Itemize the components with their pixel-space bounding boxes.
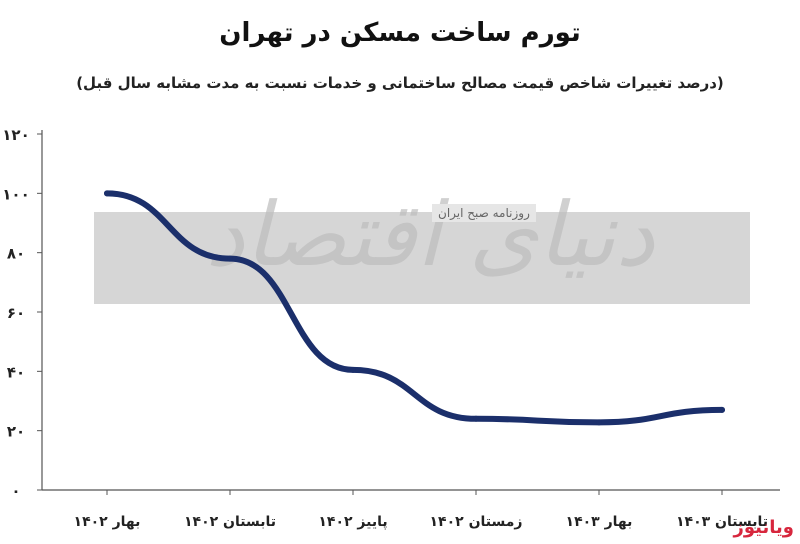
data-point (227, 255, 233, 262)
data-point (596, 419, 602, 426)
publisher-logo: ویانیوز (733, 517, 794, 538)
data-point (473, 415, 479, 422)
x-tick-label: بهار ۱۴۰۳ (566, 514, 633, 530)
y-tick-label: ۰ (11, 482, 20, 500)
watermark-text: دنیای اقتصاد (205, 183, 655, 286)
y-tick-label: ۶۰ (7, 304, 25, 322)
chart-title: تورم ساخت مسکن در تهران (219, 18, 581, 48)
x-tick-label: تابستان ۱۴۰۲ (184, 514, 276, 530)
x-tick-label: پاییز ۱۴۰۲ (318, 514, 387, 530)
data-point (350, 366, 356, 373)
chart-axes (41, 130, 780, 491)
x-tick-label: زمستان ۱۴۰۲ (430, 514, 523, 530)
x-axis-ticks: بهار ۱۴۰۲ تابستان ۱۴۰۲ پاییز ۱۴۰۲ زمستان ۱۴… (74, 490, 768, 530)
y-tick-label: ۴۰ (7, 363, 25, 381)
y-tick-label: ۱۲۰ (2, 126, 29, 144)
y-axis-ticks: ۰ ۲۰ ۴۰ ۶۰ ۸۰ ۱۰۰ ۱۲۰ (2, 126, 42, 500)
data-point (719, 406, 725, 413)
watermark-small-text: روزنامه صبح ایران (432, 204, 536, 222)
watermark-band (94, 212, 750, 304)
data-point (104, 190, 110, 197)
y-tick-label: ۸۰ (7, 245, 25, 263)
series-layer (104, 190, 725, 426)
chart-subtitle: (درصد تغییرات شاخص قیمت مصالح ساختمانی و… (76, 74, 724, 92)
x-tick-label: بهار ۱۴۰۲ (74, 514, 141, 530)
y-tick-label: ۱۰۰ (2, 185, 29, 203)
y-tick-label: ۲۰ (7, 423, 25, 441)
series-line (104, 190, 725, 426)
x-tick-label: تابستان ۱۴۰۳ (676, 514, 768, 530)
